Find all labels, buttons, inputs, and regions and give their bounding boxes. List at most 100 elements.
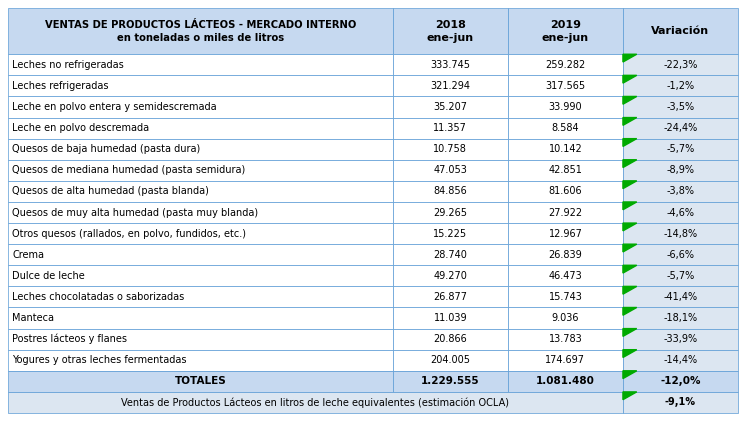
Bar	[8, 117, 393, 139]
Bar	[623, 117, 738, 139]
Polygon shape	[623, 181, 637, 189]
Polygon shape	[623, 160, 637, 168]
Text: -24,4%: -24,4%	[663, 123, 698, 133]
Bar	[508, 181, 623, 202]
Text: Ventas de Productos Lácteos en litros de leche equivalentes (estimación OCLA): Ventas de Productos Lácteos en litros de…	[122, 397, 510, 408]
Text: Manteca: Manteca	[13, 313, 54, 323]
Bar	[393, 117, 508, 139]
Text: 47.053: 47.053	[433, 165, 467, 175]
Text: -4,6%: -4,6%	[666, 208, 695, 218]
Bar	[508, 223, 623, 244]
Bar	[623, 286, 738, 307]
Bar	[508, 328, 623, 350]
Bar	[8, 223, 393, 244]
Bar	[508, 371, 623, 392]
Text: Quesos de muy alta humedad (pasta muy blanda): Quesos de muy alta humedad (pasta muy bl…	[13, 208, 259, 218]
Bar	[508, 307, 623, 328]
Bar	[508, 160, 623, 181]
Polygon shape	[623, 286, 637, 294]
Text: 12.967: 12.967	[548, 229, 583, 239]
Bar	[623, 75, 738, 96]
Text: 15.225: 15.225	[433, 229, 468, 239]
Bar	[623, 54, 738, 75]
Bar	[623, 139, 738, 160]
Text: 204.005: 204.005	[430, 355, 471, 365]
Text: 8.584: 8.584	[551, 123, 579, 133]
Bar	[393, 244, 508, 265]
Bar	[623, 265, 738, 286]
Text: 28.740: 28.740	[433, 250, 467, 260]
Polygon shape	[623, 244, 637, 252]
Text: Quesos de alta humedad (pasta blanda): Quesos de alta humedad (pasta blanda)	[13, 187, 210, 197]
Bar	[8, 75, 393, 96]
Bar	[508, 96, 623, 117]
Text: -12,0%: -12,0%	[660, 376, 700, 386]
Text: -14,8%: -14,8%	[663, 229, 698, 239]
Bar	[8, 286, 393, 307]
Bar	[393, 286, 508, 307]
Text: -1,2%: -1,2%	[666, 81, 695, 91]
Bar	[8, 202, 393, 223]
Text: TOTALES: TOTALES	[175, 376, 226, 386]
Text: 15.743: 15.743	[548, 292, 583, 302]
Bar	[623, 202, 738, 223]
Bar	[393, 223, 508, 244]
Text: 27.922: 27.922	[548, 208, 583, 218]
Polygon shape	[623, 75, 637, 83]
Polygon shape	[623, 96, 637, 104]
Bar	[508, 54, 623, 75]
Bar	[8, 265, 393, 286]
Text: 2019
ene-jun: 2019 ene-jun	[542, 19, 589, 43]
Text: 33.990: 33.990	[548, 102, 582, 112]
Bar	[623, 181, 738, 202]
Bar	[393, 96, 508, 117]
Text: -41,4%: -41,4%	[663, 292, 698, 302]
Polygon shape	[623, 139, 637, 147]
Text: 42.851: 42.851	[548, 165, 583, 175]
Bar	[623, 350, 738, 371]
Polygon shape	[623, 371, 637, 378]
Bar	[8, 96, 393, 117]
Text: Quesos de mediana humedad (pasta semidura): Quesos de mediana humedad (pasta semidur…	[13, 165, 245, 175]
Bar	[623, 244, 738, 265]
Text: 46.473: 46.473	[548, 271, 583, 281]
Text: -8,9%: -8,9%	[666, 165, 695, 175]
Text: VENTAS DE PRODUCTOS LÁCTEOS - MERCADO INTERNO
en toneladas o miles de litros: VENTAS DE PRODUCTOS LÁCTEOS - MERCADO IN…	[45, 19, 356, 43]
Polygon shape	[623, 265, 637, 273]
Text: -18,1%: -18,1%	[663, 313, 698, 323]
Text: 13.783: 13.783	[548, 334, 583, 344]
Bar	[623, 371, 738, 392]
Bar	[393, 54, 508, 75]
Text: 10.142: 10.142	[548, 144, 583, 154]
Bar	[393, 371, 508, 392]
Bar	[393, 160, 508, 181]
Text: Leche en polvo descremada: Leche en polvo descremada	[13, 123, 150, 133]
Text: Dulce de leche: Dulce de leche	[13, 271, 85, 281]
Bar	[393, 307, 508, 328]
Text: 1.229.555: 1.229.555	[421, 376, 480, 386]
Bar	[8, 350, 393, 371]
Text: -22,3%: -22,3%	[663, 60, 698, 70]
Bar	[623, 307, 738, 328]
Text: 35.207: 35.207	[433, 102, 467, 112]
Bar	[623, 96, 738, 117]
Text: 26.877: 26.877	[433, 292, 467, 302]
Text: 84.856: 84.856	[433, 187, 467, 197]
Text: 10.758: 10.758	[433, 144, 467, 154]
Bar	[623, 328, 738, 350]
Text: Leches refrigeradas: Leches refrigeradas	[13, 81, 109, 91]
Bar	[508, 117, 623, 139]
Bar	[393, 202, 508, 223]
Polygon shape	[623, 392, 637, 400]
Text: Leche en polvo entera y semidescremada: Leche en polvo entera y semidescremada	[13, 102, 217, 112]
Text: -33,9%: -33,9%	[663, 334, 698, 344]
Text: 174.697: 174.697	[545, 355, 586, 365]
Text: -14,4%: -14,4%	[663, 355, 698, 365]
Bar	[8, 54, 393, 75]
Text: 20.866: 20.866	[433, 334, 467, 344]
Bar	[508, 202, 623, 223]
Text: 317.565: 317.565	[545, 81, 586, 91]
Bar	[393, 75, 508, 96]
Bar	[8, 160, 393, 181]
Polygon shape	[623, 328, 637, 336]
